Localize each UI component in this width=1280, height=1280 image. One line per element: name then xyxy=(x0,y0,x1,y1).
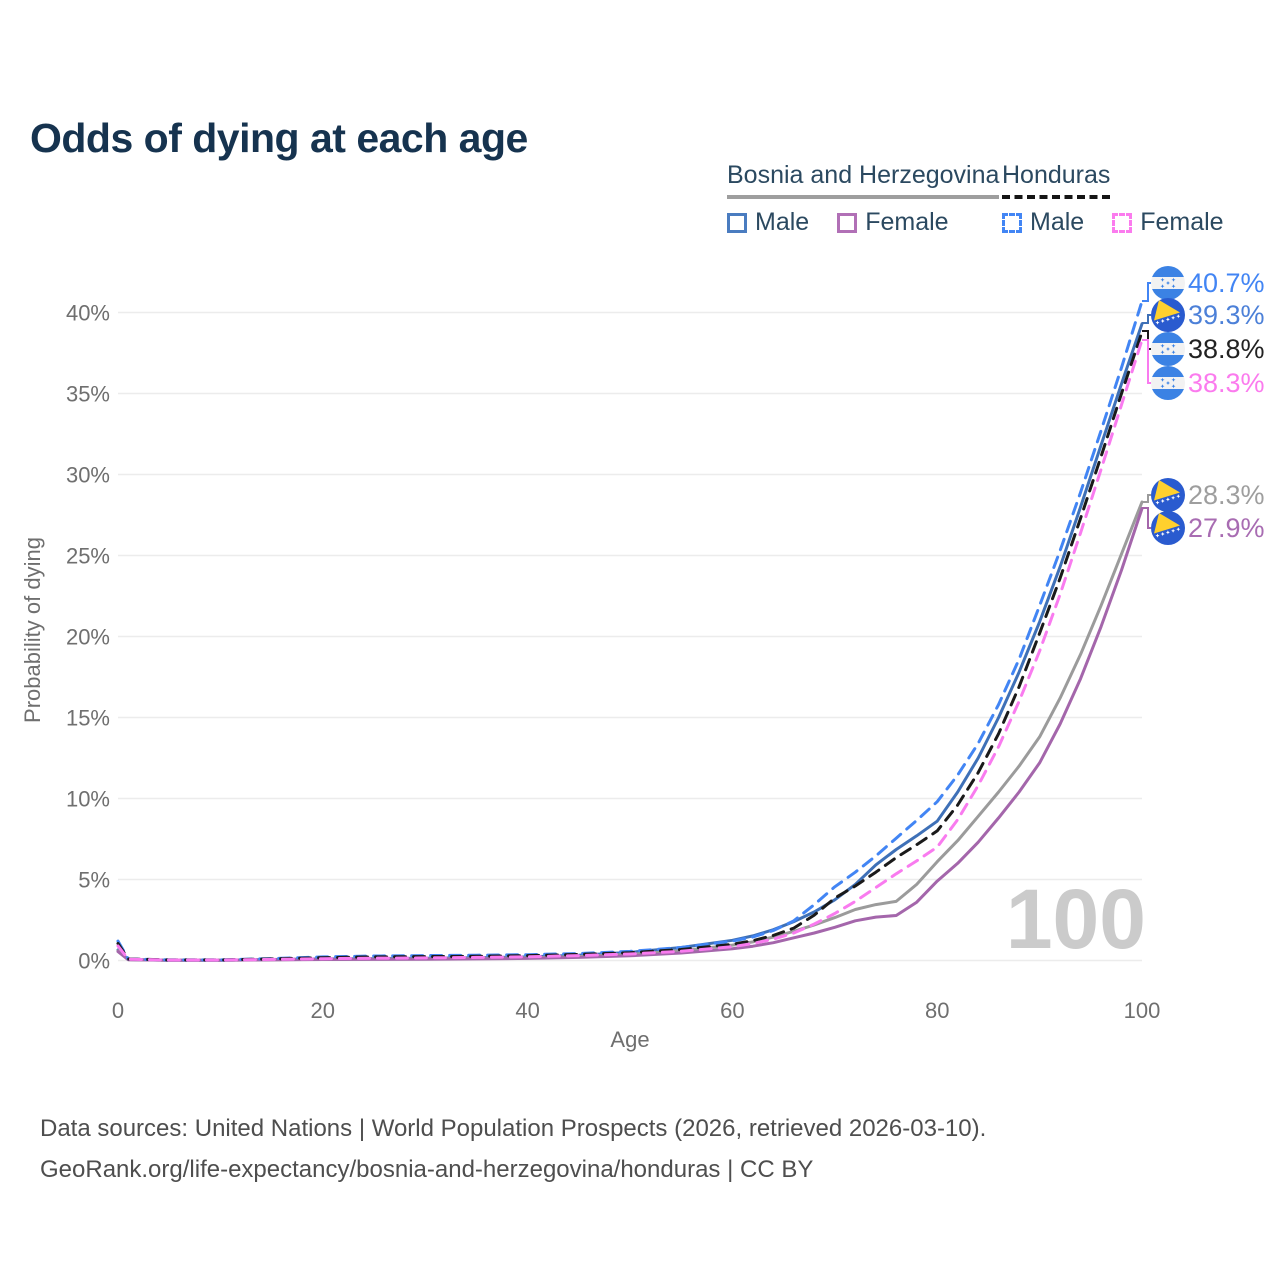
series-line-honduras xyxy=(116,330,1144,962)
legend-item-honduras-male[interactable]: Male xyxy=(1002,208,1084,237)
x-tick-label: 40 xyxy=(515,998,539,1023)
honduras-flag-icon xyxy=(1151,332,1185,366)
connector xyxy=(1142,339,1151,384)
y-tick-label: 30% xyxy=(66,463,110,488)
connector xyxy=(1142,314,1151,324)
page-title: Odds of dying at each age xyxy=(30,115,528,162)
age-watermark: 100 xyxy=(1006,872,1146,966)
x-axis-title: Age xyxy=(610,1027,649,1052)
y-axis-tick-labels: 0% 5% 10% 15% 20% 25% 30% 35% 40% xyxy=(66,301,110,974)
bosnia-flag-icon xyxy=(1151,478,1185,512)
honduras-male-swatch-icon xyxy=(1002,212,1022,233)
y-tick-label: 40% xyxy=(66,301,110,326)
end-label-honduras-male: 40.7% xyxy=(1188,268,1265,298)
x-tick-label: 0 xyxy=(112,998,124,1023)
legend-label: Female xyxy=(1140,208,1224,236)
y-tick-label: 5% xyxy=(78,868,110,893)
honduras-female-swatch-icon xyxy=(1112,212,1133,233)
legend-row-honduras: Male Female xyxy=(1002,208,1224,237)
x-tick-label: 100 xyxy=(1124,998,1161,1023)
connector xyxy=(1142,507,1151,529)
end-label-honduras-total: 38.8% xyxy=(1188,334,1265,364)
bosnia-female-swatch-icon xyxy=(837,212,858,233)
bosnia-flag-icon xyxy=(1151,298,1185,332)
y-tick-label: 10% xyxy=(66,787,110,812)
y-tick-label: 35% xyxy=(66,382,110,407)
honduras-flag-icon xyxy=(1151,266,1185,300)
honduras-flag-icon xyxy=(1151,366,1185,400)
data-source-note: Data sources: United Nations | World Pop… xyxy=(40,1108,986,1190)
y-tick-label: 0% xyxy=(78,949,110,974)
legend-label: Female xyxy=(865,208,949,236)
x-tick-label: 80 xyxy=(925,998,949,1023)
series-line-bosnia-and-herzegovina-female xyxy=(116,507,1144,962)
legend-item-honduras-female[interactable]: Female xyxy=(1112,208,1224,237)
legend-item-bosnia-male[interactable]: Male xyxy=(727,208,809,237)
series-line-bosnia-and-herzegovina-male xyxy=(116,322,1144,962)
gridlines xyxy=(118,311,1142,962)
x-tick-label: 20 xyxy=(311,998,335,1023)
end-labels: 40.7% 39.3% 38.8% 38.3% 28.3% 27.9% xyxy=(1151,266,1265,545)
bosnia-male-swatch-icon xyxy=(727,212,747,233)
y-axis-title: Probability of dying xyxy=(20,537,45,723)
end-label-bosnia-female: 27.9% xyxy=(1188,513,1265,543)
legend-row-bosnia: Male Female xyxy=(727,208,999,237)
end-label-bosnia-total: 28.3% xyxy=(1188,480,1265,510)
series-line-honduras-male xyxy=(116,299,1144,962)
legend-group-honduras: Honduras Male Female xyxy=(1002,161,1224,237)
connector xyxy=(1142,494,1151,503)
legend-label: Male xyxy=(1030,208,1085,236)
y-tick-label: 15% xyxy=(66,706,110,731)
legend-country-bosnia[interactable]: Bosnia and Herzegovina xyxy=(727,161,1000,199)
y-tick-label: 25% xyxy=(66,544,110,569)
attribution-line: GeoRank.org/life-expectancy/bosnia-and-h… xyxy=(40,1156,814,1183)
x-tick-label: 60 xyxy=(720,998,744,1023)
end-label-honduras-female: 38.3% xyxy=(1188,368,1265,398)
legend-country-honduras[interactable]: Honduras xyxy=(1002,161,1111,199)
legend-group-bosnia: Bosnia and Herzegovina Male Female xyxy=(727,161,1000,237)
legend-label: Male xyxy=(755,208,810,236)
series-line-honduras-female xyxy=(116,338,1144,962)
x-axis-tick-labels: 0 20 40 60 80 100 xyxy=(112,998,1160,1023)
connector xyxy=(1142,282,1151,302)
y-tick-label: 20% xyxy=(66,625,110,650)
bosnia-flag-icon xyxy=(1151,511,1185,545)
data-source-line: Data sources: United Nations | World Pop… xyxy=(40,1115,987,1142)
data-series-lines xyxy=(116,299,1144,962)
series-line-bosnia-and-herzegovina xyxy=(116,500,1144,962)
legend-item-bosnia-female[interactable]: Female xyxy=(837,208,949,237)
end-label-bosnia-male: 39.3% xyxy=(1188,300,1265,330)
end-label-connectors xyxy=(1142,282,1151,529)
